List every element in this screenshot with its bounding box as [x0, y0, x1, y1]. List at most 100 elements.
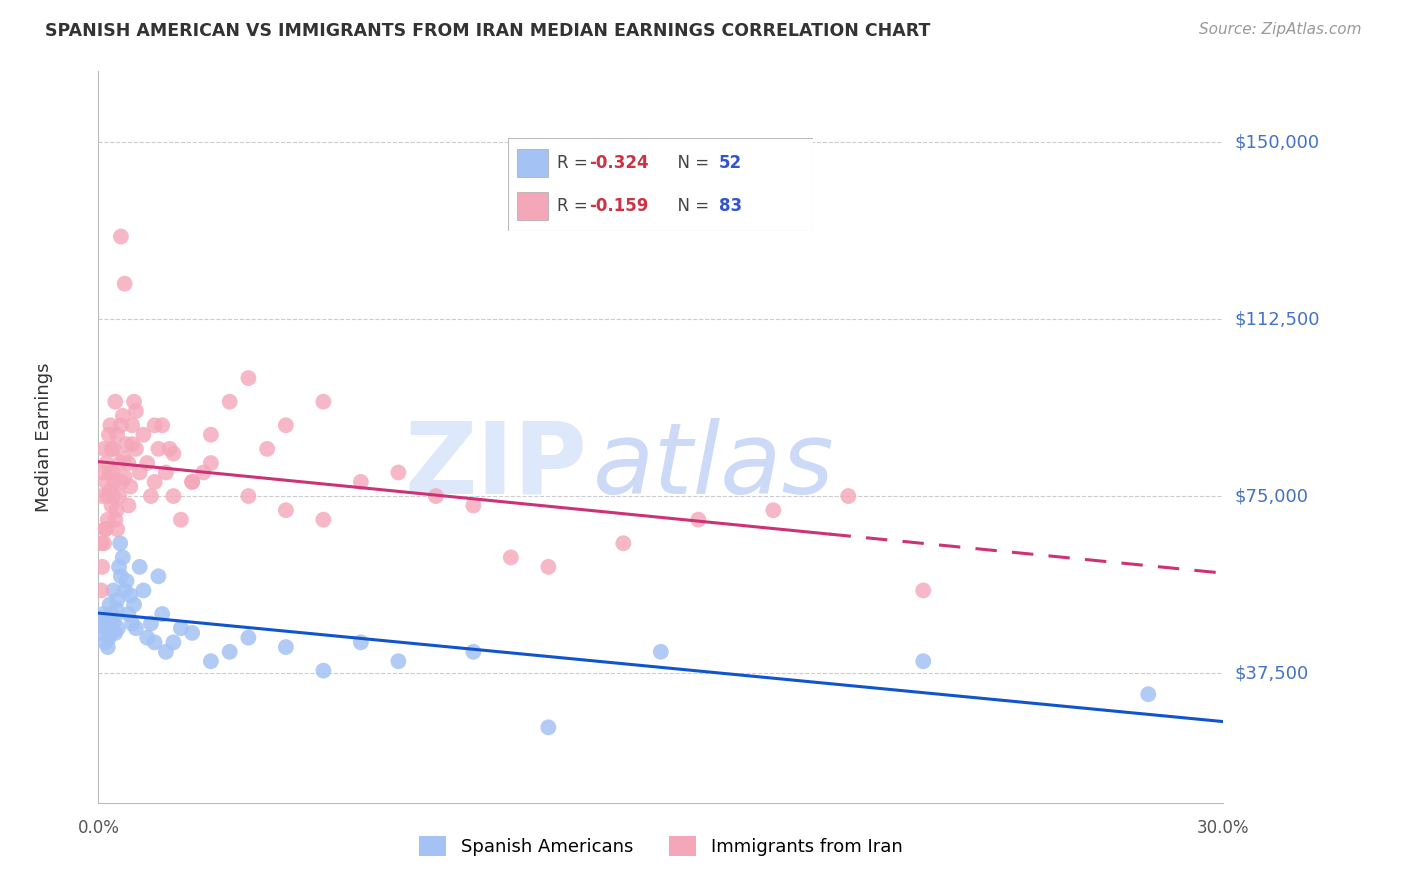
Point [105, 602, 128, 616]
Point [122, 394, 145, 409]
Point [274, 503, 297, 517]
Point [537, 559, 560, 574]
Point [100, 607, 122, 621]
Point [98, 484, 121, 499]
Point [238, 489, 260, 503]
Point [387, 654, 409, 668]
Point [837, 489, 859, 503]
Point [100, 442, 122, 456]
Text: N =: N = [666, 196, 714, 215]
Point [115, 437, 138, 451]
Point [136, 631, 159, 645]
Point [98, 598, 121, 612]
Legend: Spanish Americans, Immigrants from Iran: Spanish Americans, Immigrants from Iran [419, 836, 903, 856]
Point [537, 720, 560, 734]
Point [148, 569, 170, 583]
Point [108, 536, 131, 550]
Point [139, 616, 162, 631]
Point [200, 456, 222, 470]
Point [97, 513, 120, 527]
Point [238, 631, 260, 645]
Point [100, 499, 122, 513]
Text: -0.324: -0.324 [589, 154, 648, 172]
Point [97, 427, 120, 442]
Text: $37,500: $37,500 [1234, 664, 1309, 682]
Point [114, 583, 136, 598]
Point [150, 607, 173, 621]
Point [91, 626, 114, 640]
Text: ZIP: ZIP [405, 417, 588, 515]
Point [132, 427, 155, 442]
Point [114, 277, 136, 291]
Point [912, 583, 935, 598]
Point [90, 583, 112, 598]
Point [128, 559, 150, 574]
Point [688, 513, 710, 527]
Point [312, 664, 335, 678]
Text: $112,500: $112,500 [1234, 310, 1320, 328]
Point [120, 480, 142, 494]
Point [162, 635, 184, 649]
Point [121, 616, 143, 631]
Point [107, 621, 129, 635]
Point [108, 489, 131, 503]
Text: -0.159: -0.159 [589, 196, 648, 215]
Point [103, 583, 125, 598]
Point [125, 404, 148, 418]
Point [94, 621, 117, 635]
Text: SPANISH AMERICAN VS IMMIGRANTS FROM IRAN MEDIAN EARNINGS CORRELATION CHART: SPANISH AMERICAN VS IMMIGRANTS FROM IRAN… [45, 22, 931, 40]
Point [96, 612, 118, 626]
Point [612, 536, 634, 550]
Point [387, 466, 409, 480]
Point [110, 418, 132, 433]
Point [128, 466, 150, 480]
Point [104, 513, 127, 527]
Text: 83: 83 [718, 196, 742, 215]
Point [218, 645, 240, 659]
Point [125, 442, 148, 456]
Point [159, 442, 181, 456]
Point [110, 229, 132, 244]
Text: atlas: atlas [593, 417, 835, 515]
Point [115, 574, 138, 588]
Bar [517, 192, 548, 219]
Point [120, 588, 142, 602]
Bar [517, 149, 548, 177]
Point [193, 466, 215, 480]
Point [143, 635, 166, 649]
Point [170, 621, 193, 635]
Point [108, 559, 131, 574]
Point [256, 442, 278, 456]
Point [117, 456, 139, 470]
Point [117, 499, 139, 513]
Point [170, 513, 193, 527]
Point [101, 616, 124, 631]
Point [139, 489, 162, 503]
Point [143, 418, 166, 433]
Point [94, 635, 117, 649]
Point [101, 466, 124, 480]
Point [499, 550, 522, 565]
Point [96, 456, 118, 470]
Point [103, 612, 125, 626]
Text: R =: R = [557, 196, 593, 215]
Point [94, 475, 117, 489]
Text: $150,000: $150,000 [1234, 133, 1319, 151]
Point [98, 466, 121, 480]
Point [103, 442, 125, 456]
Point [91, 607, 114, 621]
Point [103, 475, 125, 489]
Point [94, 522, 117, 536]
Point [200, 427, 222, 442]
Text: N =: N = [666, 154, 714, 172]
Point [93, 616, 115, 631]
Point [162, 489, 184, 503]
Point [114, 470, 136, 484]
Point [312, 513, 335, 527]
Point [162, 447, 184, 461]
Point [912, 654, 935, 668]
Point [110, 569, 132, 583]
Point [350, 475, 373, 489]
Point [112, 451, 135, 466]
Point [97, 640, 120, 654]
